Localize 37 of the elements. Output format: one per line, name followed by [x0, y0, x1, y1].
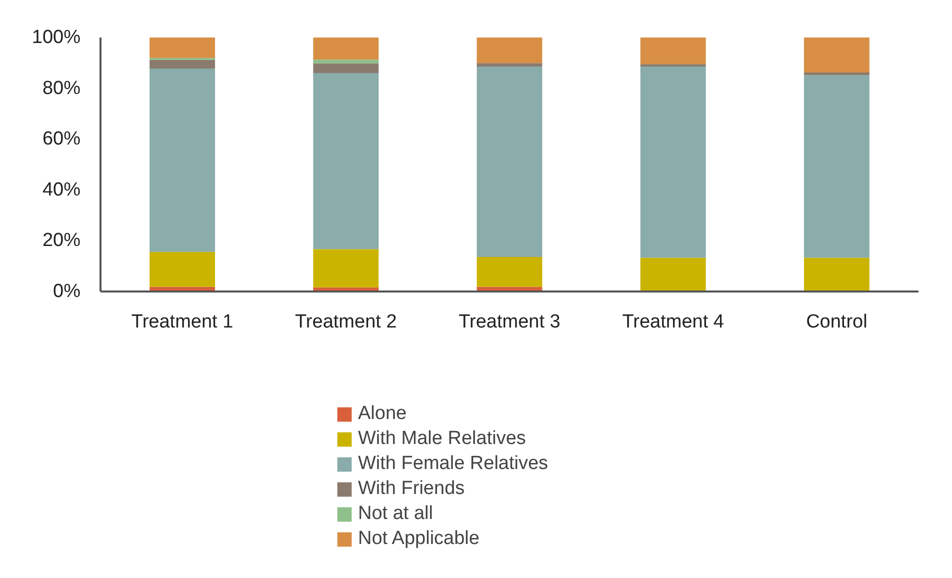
bar [640, 66, 706, 258]
bar [476, 66, 542, 257]
bar [476, 256, 542, 287]
legend-label: Not at all [358, 503, 433, 525]
bar [150, 68, 216, 252]
x-tick-label: Treatment 4 [622, 312, 724, 332]
bar [804, 258, 870, 292]
y-tick-label: 60% [42, 128, 81, 150]
legend-label: With Male Relatives [358, 428, 526, 450]
bar [476, 38, 542, 64]
y-tick-label: 100% [32, 27, 81, 48]
x-tick-label: Treatment 1 [131, 312, 234, 332]
bar [313, 73, 379, 250]
bar [150, 252, 216, 287]
bar [804, 72, 870, 76]
legend-label: With Female Relatives [358, 453, 548, 475]
y-tick-label: 40% [42, 179, 81, 200]
bar [150, 60, 216, 68]
x-tick-label: Treatment 3 [458, 312, 560, 332]
bar [476, 63, 542, 66]
bar [313, 38, 379, 60]
bar [640, 258, 706, 292]
bar [150, 38, 216, 58]
legend-label: Not Applicable [358, 528, 480, 550]
legend-label: Alone [358, 403, 407, 425]
x-tick-label: Treatment 2 [295, 312, 397, 332]
x-tick-label: Control [806, 312, 868, 332]
bar [640, 38, 706, 64]
bar [804, 38, 870, 73]
y-tick-label: 80% [42, 78, 81, 99]
y-tick-label: 20% [42, 230, 81, 252]
y-tick-label: 0% [53, 281, 81, 302]
legend-label: With Friends [358, 478, 465, 500]
bar [313, 63, 379, 74]
bar [313, 249, 379, 288]
bar [313, 60, 379, 64]
bar [804, 75, 870, 258]
